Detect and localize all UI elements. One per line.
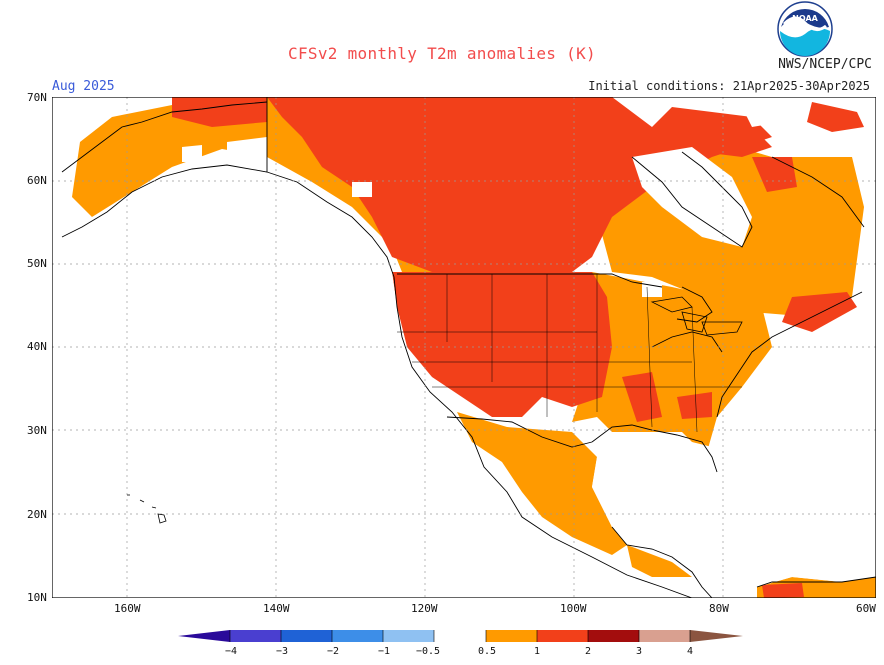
colorbar-tick: 1: [534, 646, 541, 657]
lon-label: 100W: [560, 602, 587, 615]
logo-text: NOAA: [792, 14, 818, 23]
colorbar-tick: 0.5: [478, 646, 497, 657]
colorbar-tick: −2: [327, 646, 340, 657]
anomaly-fill-red: [172, 97, 864, 598]
colorbar-arrow-low: [178, 630, 230, 642]
colorbar-bin: [383, 630, 434, 642]
colorbar-tick: −0.5: [416, 646, 441, 657]
colorbar-tick: −4: [225, 646, 238, 657]
colorbar-tick: 3: [636, 646, 643, 657]
colorbar-tick: 2: [585, 646, 592, 657]
colorbar-bin: [332, 630, 383, 642]
colorbar-arrow-high: [690, 630, 743, 642]
great-lakes: [650, 296, 743, 336]
lat-label: 40N: [27, 340, 47, 353]
noaa-logo: NOAA: [777, 1, 833, 57]
coastlines: [61, 97, 876, 598]
lat-label: 60N: [27, 174, 47, 187]
lat-label: 30N: [27, 424, 47, 437]
lat-label: 10N: [27, 591, 47, 604]
colorbar-bin: [639, 630, 690, 642]
colorbar: [178, 630, 743, 642]
chart-title: CFSv2 monthly T2m anomalies (K): [288, 44, 596, 63]
colorbar-tick: −3: [276, 646, 289, 657]
colorbar-tick: −1: [378, 646, 391, 657]
colorbar-bin: [486, 630, 537, 642]
state-borders: [397, 274, 742, 433]
lat-label: 70N: [27, 91, 47, 104]
colorbar-bin: [281, 630, 332, 642]
lat-label: 20N: [27, 508, 47, 521]
lon-label: 80W: [709, 602, 729, 615]
hawaii: [127, 494, 167, 524]
agency-label: NWS/NCEP/CPC: [778, 57, 872, 72]
colorbar-bin: [434, 630, 486, 642]
forecast-month: Aug 2025: [52, 79, 115, 94]
initial-conditions: Initial conditions: 21Apr2025-30Apr2025: [588, 79, 870, 93]
lon-label: 140W: [263, 602, 290, 615]
lon-label: 120W: [411, 602, 438, 615]
colorbar-bin: [230, 630, 281, 642]
lat-label: 50N: [27, 257, 47, 270]
colorbar-tick: 4: [687, 646, 694, 657]
colorbar-bin: [588, 630, 639, 642]
colorbar-bin: [537, 630, 588, 642]
lon-label: 60W: [856, 602, 876, 615]
anomaly-map: [52, 97, 876, 598]
lon-label: 160W: [114, 602, 141, 615]
